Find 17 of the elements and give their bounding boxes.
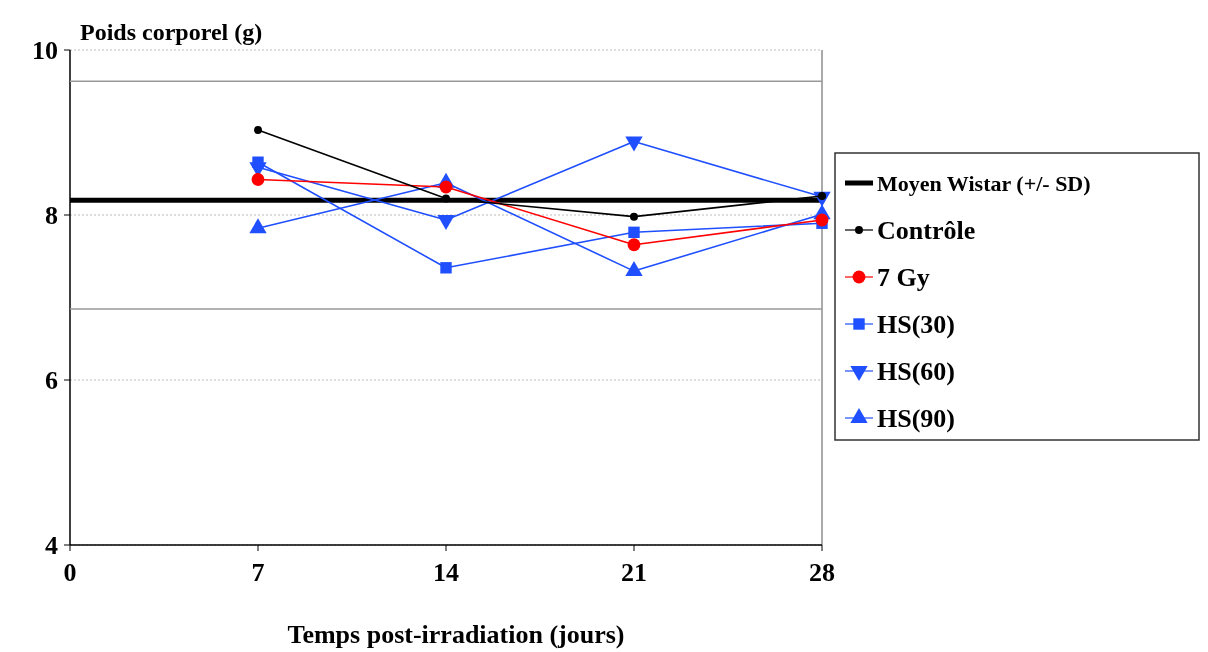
legend-label: Contrôle — [877, 216, 976, 246]
y-tick-label: 6 — [45, 366, 58, 396]
legend-label: HS(90) — [877, 404, 955, 434]
x-tick-label: 28 — [809, 558, 835, 587]
legend-label: 7 Gy — [877, 263, 930, 293]
legend-label: HS(30) — [877, 310, 955, 340]
legend-label: HS(60) — [877, 357, 955, 387]
ref-line-label: Moyen Wistar (+/- SD) — [877, 170, 1091, 196]
x-tick-label: 14 — [433, 558, 459, 587]
y-tick-label: 10 — [32, 36, 58, 66]
y-tick-label: 4 — [45, 531, 58, 561]
x-tick-label: 7 — [251, 558, 265, 587]
x-tick-label: 0 — [63, 558, 77, 587]
x-tick-label: 21 — [621, 558, 647, 587]
x-axis-title: Temps post-irradiation (jours) — [287, 620, 625, 649]
y-tick-label: 8 — [45, 201, 58, 231]
y-axis-title: Poids corporel (g) — [80, 19, 263, 45]
